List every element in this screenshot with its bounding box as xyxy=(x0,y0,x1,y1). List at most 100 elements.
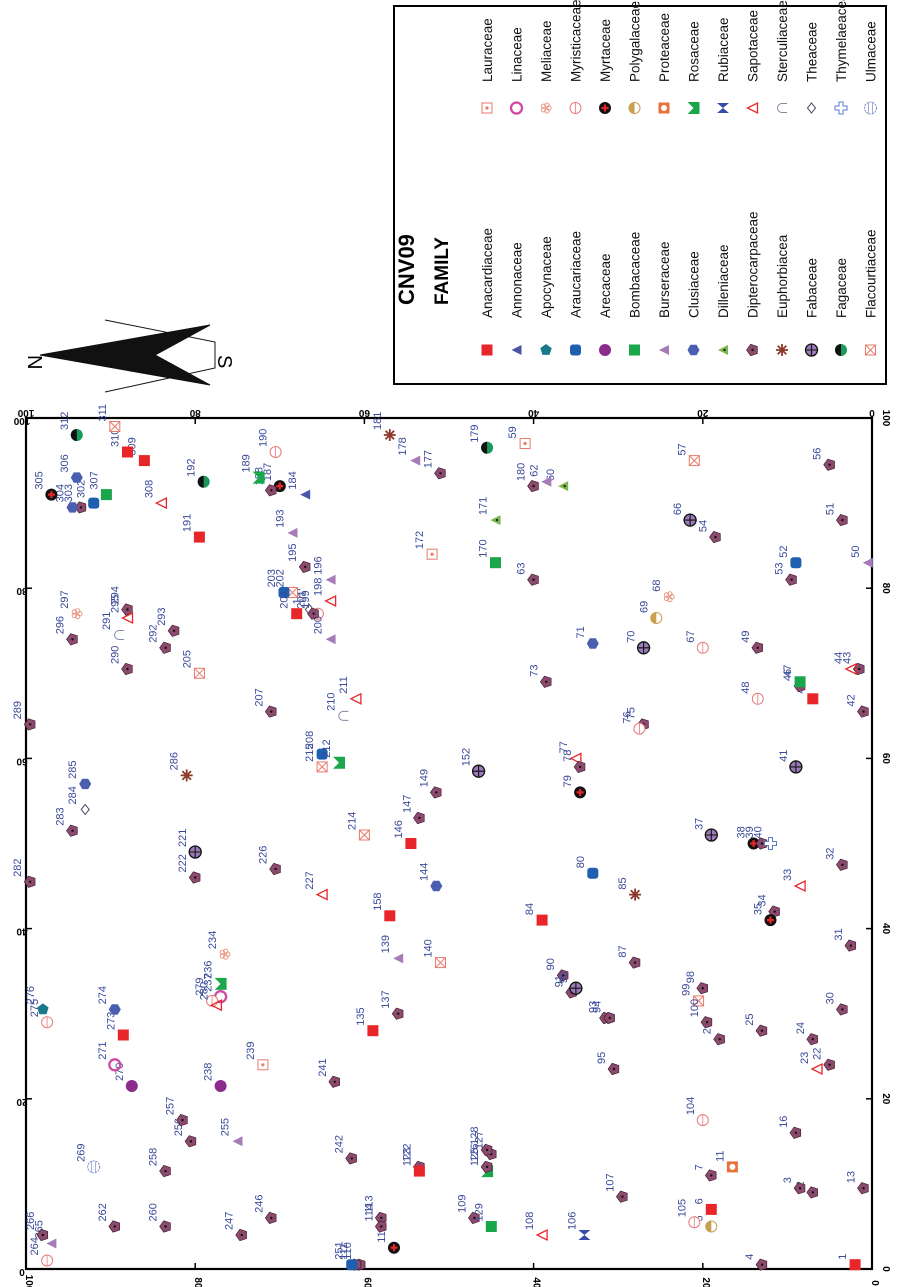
point-188 xyxy=(264,484,277,497)
point-label: 279 xyxy=(194,978,206,996)
point-label: 308 xyxy=(143,480,155,498)
point-87 xyxy=(628,956,641,969)
point-label: 1 xyxy=(837,1254,849,1260)
point-label: 48 xyxy=(740,682,752,694)
legend-label: Burseraceae xyxy=(657,241,672,318)
legend-symbol xyxy=(540,102,552,114)
point-label: 41 xyxy=(778,750,790,762)
point-78 xyxy=(573,760,586,773)
legend-label: Anacardiaceae xyxy=(480,228,495,318)
point-label: 144 xyxy=(418,863,430,881)
point-26 xyxy=(713,1033,725,1046)
point-label: 25 xyxy=(744,1013,756,1025)
point-label: 111 xyxy=(338,1243,350,1260)
point-label: 239 xyxy=(245,1041,257,1059)
point-262 xyxy=(108,1220,120,1233)
point-59 xyxy=(519,438,531,449)
point-71 xyxy=(586,638,599,649)
legend-symbol xyxy=(717,103,729,113)
point-180 xyxy=(527,480,539,493)
point-label: 43 xyxy=(841,652,853,664)
point-32 xyxy=(836,858,848,871)
compass-north-label: N xyxy=(23,355,45,369)
point-264 xyxy=(41,1254,54,1267)
point-266 xyxy=(36,1228,49,1242)
point-label: 180 xyxy=(516,463,528,481)
legend-label: Annonaceae xyxy=(510,242,525,318)
legend-symbol xyxy=(804,343,819,357)
point-label: 221 xyxy=(177,829,189,847)
point-label: 6 xyxy=(693,1198,705,1204)
point-label: 295 xyxy=(110,595,122,613)
point-203 xyxy=(278,587,290,598)
legend-label: Flacourtiaceae xyxy=(864,229,879,318)
point-label: 140 xyxy=(423,939,435,957)
point-label: 238 xyxy=(203,1063,215,1081)
point-3 xyxy=(793,1182,806,1195)
point-label: 125 xyxy=(469,1148,481,1166)
legend-subtitle: FAMILY xyxy=(432,237,453,305)
legend-items: Anacardiaceae Annonaceae Apocynaceae Arauca… xyxy=(480,0,879,357)
point-label: 76 xyxy=(621,711,633,723)
point-204 xyxy=(291,608,303,620)
point-label: 205 xyxy=(181,650,193,668)
point-label: 297 xyxy=(59,590,71,608)
point-label: 49 xyxy=(740,631,752,643)
point-label: 44 xyxy=(833,652,845,664)
point-211 xyxy=(349,692,362,705)
legend-symbol xyxy=(628,102,641,114)
point-label: 192 xyxy=(186,458,198,476)
point-label: 98 xyxy=(685,971,697,983)
point-104 xyxy=(696,1114,709,1127)
point-310 xyxy=(122,446,133,458)
point-269 xyxy=(87,1160,101,1174)
tick-label: 40 xyxy=(880,923,891,935)
point-label: 152 xyxy=(461,748,473,766)
point-label: 95 xyxy=(596,1052,608,1064)
point-178 xyxy=(410,455,421,466)
point-33 xyxy=(793,879,806,893)
point-247 xyxy=(235,1228,247,1242)
point-label: 147 xyxy=(401,795,413,813)
point-label: 92 xyxy=(558,971,570,983)
point-label: 189 xyxy=(241,454,253,472)
point-label: 99 xyxy=(681,984,693,996)
tick-label: 20 xyxy=(16,1096,28,1107)
point-256 xyxy=(184,1135,197,1148)
point-label: 296 xyxy=(55,616,67,634)
legend-symbol xyxy=(835,344,847,356)
point-271 xyxy=(108,1058,122,1072)
point-label: 34 xyxy=(757,894,769,906)
legend-label: Ulmaceae xyxy=(864,21,879,82)
point-275 xyxy=(41,1016,54,1029)
point-label: 310 xyxy=(110,429,122,447)
point-label: 33 xyxy=(782,869,794,881)
point-30 xyxy=(836,1003,848,1016)
point-label: 114 xyxy=(363,1204,375,1222)
legend-symbol xyxy=(509,101,524,115)
point-label: 40 xyxy=(753,826,765,838)
point-label: 3 xyxy=(782,1177,794,1183)
point-114 xyxy=(374,1220,387,1233)
point-5 xyxy=(705,1220,718,1233)
point-137 xyxy=(391,1007,404,1020)
legend-label: Apocynaceae xyxy=(539,236,554,318)
point-label: 127 xyxy=(473,1131,485,1149)
point-label: 291 xyxy=(101,612,113,630)
tick-label: 20 xyxy=(697,407,709,418)
point-67 xyxy=(696,641,709,654)
point-label: 24 xyxy=(795,1022,807,1034)
point-label: 59 xyxy=(507,426,519,438)
point-170 xyxy=(490,557,501,569)
tick-label: 80 xyxy=(189,407,201,418)
point-56 xyxy=(823,458,835,471)
point-25 xyxy=(755,1024,768,1037)
legend-label: Linaceae xyxy=(510,27,525,82)
point-285 xyxy=(79,778,92,790)
point-212 xyxy=(333,756,345,769)
point-label: 46 xyxy=(782,669,794,681)
point-label: 42 xyxy=(846,694,858,706)
point-label: 303 xyxy=(63,484,75,502)
point-label: 85 xyxy=(617,877,629,889)
point-label: 306 xyxy=(59,454,71,472)
